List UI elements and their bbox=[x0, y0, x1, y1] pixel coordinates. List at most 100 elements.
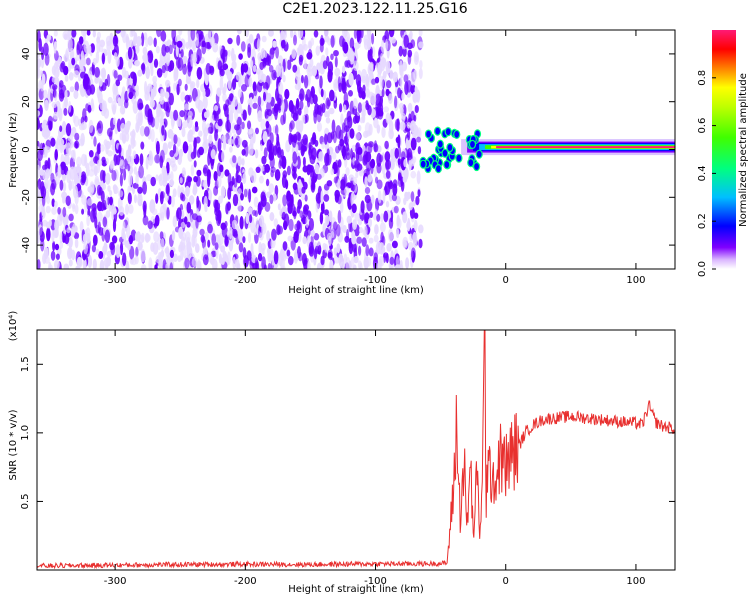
noise-blob bbox=[59, 164, 66, 175]
snr-y-ticks: 0.5 1.0 1.5 bbox=[20, 356, 675, 509]
noise-blob bbox=[117, 74, 123, 81]
noise-blob bbox=[105, 140, 111, 150]
noise-blob bbox=[395, 255, 399, 268]
noise-blob bbox=[138, 165, 145, 179]
noise-blob bbox=[58, 89, 65, 102]
noise-blob bbox=[193, 160, 197, 168]
noise-blob bbox=[184, 94, 191, 102]
noise-blob bbox=[404, 81, 409, 95]
snr-panel: -300 -200 -100 0 100 0.5 1.0 1.5 Height of str… bbox=[8, 311, 676, 595]
noise-blob bbox=[351, 203, 357, 214]
signal-onset-blob bbox=[424, 129, 433, 139]
noise-blob bbox=[298, 43, 304, 57]
noise-blob bbox=[94, 215, 98, 229]
noise-blob bbox=[161, 125, 165, 136]
x-tick-label: -200 bbox=[234, 576, 257, 587]
noise-blob bbox=[54, 259, 60, 269]
noise-blob bbox=[355, 171, 359, 178]
noise-blob bbox=[221, 257, 225, 265]
spectrogram-x-axis-label: Height of straight line (km) bbox=[288, 285, 424, 296]
noise-blob bbox=[142, 53, 149, 65]
noise-blob bbox=[72, 113, 76, 124]
noise-blob bbox=[363, 34, 369, 46]
noise-blob bbox=[141, 232, 145, 243]
noise-blob bbox=[413, 69, 418, 81]
noise-blob bbox=[68, 100, 72, 113]
noise-blob bbox=[269, 194, 274, 205]
noise-blob bbox=[248, 76, 253, 88]
noise-blob bbox=[260, 194, 267, 207]
noise-blob bbox=[51, 206, 57, 215]
noise-blob bbox=[297, 30, 304, 39]
noise-blob bbox=[365, 88, 370, 98]
noise-blob bbox=[240, 193, 244, 201]
noise-blob bbox=[237, 30, 242, 35]
noise-blob bbox=[242, 173, 247, 184]
noise-blob bbox=[226, 71, 233, 81]
noise-blob bbox=[237, 137, 243, 146]
noise-blob bbox=[152, 241, 159, 255]
noise-blob bbox=[410, 39, 416, 49]
noise-blob bbox=[357, 124, 362, 132]
noise-blob bbox=[282, 74, 286, 83]
noise-blob bbox=[156, 103, 162, 118]
noise-blob bbox=[269, 155, 275, 169]
noise-blob bbox=[274, 169, 281, 181]
noise-blob bbox=[390, 37, 397, 44]
noise-blob bbox=[315, 192, 322, 204]
noise-blob bbox=[229, 93, 234, 101]
signal-onset-blob bbox=[434, 164, 442, 174]
snr-x-ticks: -300 -200 -100 0 100 bbox=[104, 330, 645, 587]
noise-blob bbox=[331, 119, 336, 133]
noise-blob bbox=[353, 42, 360, 50]
noise-blob bbox=[292, 64, 298, 73]
noise-blob bbox=[298, 107, 302, 116]
noise-blob bbox=[392, 71, 398, 83]
noise-blob bbox=[365, 256, 372, 267]
noise-blob bbox=[196, 78, 200, 89]
noise-blob bbox=[160, 249, 165, 258]
noise-blob bbox=[319, 75, 323, 89]
noise-blob bbox=[192, 124, 196, 135]
noise-blob bbox=[205, 63, 211, 75]
noise-blob bbox=[328, 210, 333, 223]
noise-blob bbox=[174, 35, 179, 43]
noise-blob bbox=[174, 66, 179, 81]
noise-blob bbox=[63, 153, 70, 166]
signal-onset-blob bbox=[443, 160, 451, 170]
noise-blob bbox=[207, 252, 213, 263]
noise-blob bbox=[135, 173, 139, 185]
x-tick-label: 100 bbox=[626, 576, 645, 587]
noise-blob bbox=[134, 232, 139, 242]
noise-blob bbox=[96, 39, 101, 54]
noise-blob bbox=[307, 49, 313, 59]
noise-blob bbox=[385, 112, 391, 124]
noise-blob bbox=[236, 262, 241, 269]
noise-blob bbox=[184, 257, 190, 269]
noise-blob bbox=[64, 74, 69, 82]
noise-blob bbox=[147, 83, 153, 92]
signal-onset-blob bbox=[468, 139, 477, 149]
noise-blob bbox=[67, 30, 72, 39]
noise-blob bbox=[138, 112, 143, 126]
noise-blob bbox=[346, 110, 352, 123]
noise-blob bbox=[196, 195, 200, 208]
noise-blob bbox=[83, 40, 90, 53]
noise-blob bbox=[320, 190, 324, 205]
noise-blob bbox=[221, 49, 228, 63]
noise-blob bbox=[147, 50, 154, 64]
noise-blob bbox=[180, 49, 184, 58]
noise-blob bbox=[282, 110, 287, 125]
noise-blob bbox=[127, 150, 131, 165]
noise-blob bbox=[93, 165, 98, 177]
noise-blob bbox=[178, 149, 183, 157]
noise-blob bbox=[91, 61, 95, 76]
signal-onset-blob bbox=[475, 149, 483, 159]
noise-blob bbox=[417, 189, 421, 198]
noise-blob bbox=[141, 264, 147, 269]
noise-blob bbox=[405, 192, 410, 202]
noise-blob bbox=[368, 247, 374, 257]
noise-blob bbox=[303, 75, 309, 89]
noise-blob bbox=[164, 91, 170, 99]
spectrogram-noise-region bbox=[37, 30, 424, 269]
